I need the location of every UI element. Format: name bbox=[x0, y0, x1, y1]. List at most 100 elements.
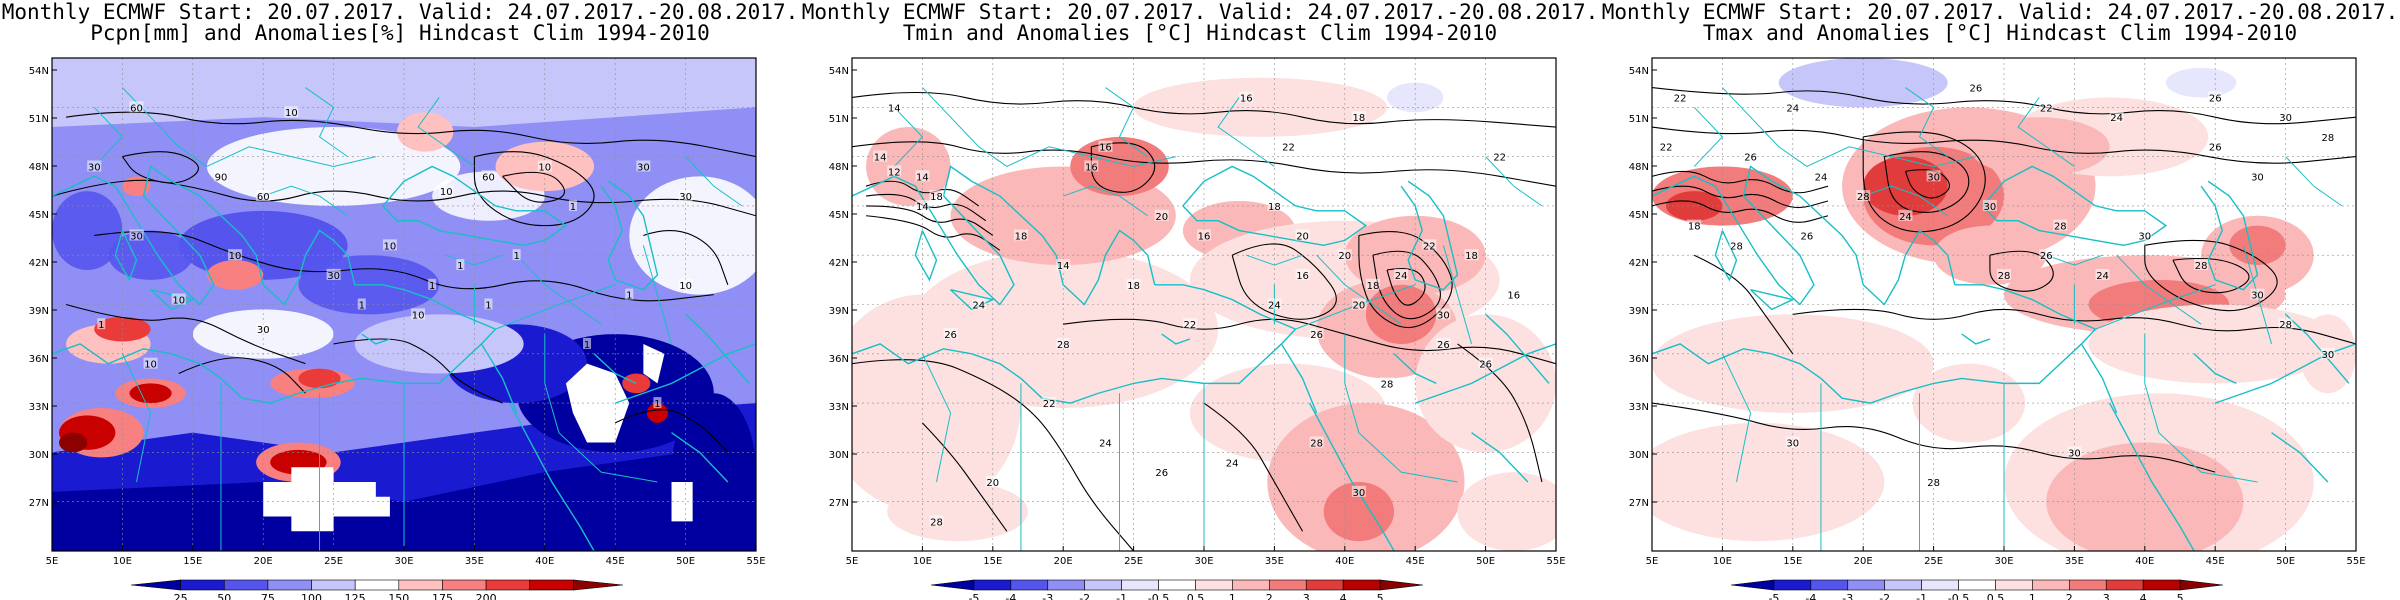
contour-label: 18 bbox=[930, 192, 943, 203]
colorbar-swatch bbox=[973, 579, 1012, 591]
contour-label: 22 bbox=[1423, 241, 1436, 252]
lon-tick-label: 10E bbox=[913, 556, 932, 567]
contour-label: 1 bbox=[626, 291, 632, 302]
contour-lines bbox=[1652, 87, 2356, 473]
map-gridlines bbox=[52, 58, 756, 551]
lon-tick-label: 20E bbox=[254, 556, 273, 567]
contour-label: 30 bbox=[1353, 488, 1366, 499]
contour-label: 28 bbox=[1310, 439, 1323, 450]
contour-label: 20 bbox=[1338, 251, 1351, 262]
contour-label: 1 bbox=[570, 202, 576, 213]
precipitation-map: 60 10 30 90 60 30 10 30 10 1 10 30 60 10 1 10 1 1 30 10 1 10 1… bbox=[29, 57, 766, 600]
lon-tick-label: 35E bbox=[465, 556, 484, 567]
panel-tmax: Monthly ECMWF Start: 20.07.2017. Valid: … bbox=[1600, 0, 2400, 600]
colorbar-swatch bbox=[2142, 579, 2181, 591]
contour-label: 24 bbox=[2096, 271, 2109, 282]
lat-tick-label: 36N bbox=[1629, 354, 1649, 365]
tmin-map: 1416181412161418162214182018162214182416… bbox=[829, 57, 1566, 600]
colorbar-label: 0.5 bbox=[1187, 592, 1205, 600]
colorbar-label: -0.5 bbox=[1148, 592, 1169, 600]
colorbar-swatch bbox=[267, 579, 312, 591]
colorbar-label: -3 bbox=[1042, 592, 1053, 600]
contour-label: 60 bbox=[257, 192, 270, 203]
contour-label: 18 bbox=[1367, 281, 1380, 292]
colorbar-swatch bbox=[573, 579, 624, 591]
contour-label: 12 bbox=[888, 167, 901, 178]
lat-tick-label: 39N bbox=[829, 306, 849, 317]
colorbar-swatch bbox=[442, 579, 487, 591]
panel-title-line2: Tmin and Anomalies [°C] Hindcast Clim 19… bbox=[902, 21, 1498, 45]
contour-label: 30 bbox=[130, 231, 143, 242]
contour-label: 10 bbox=[144, 360, 157, 371]
contour-label: 28 bbox=[1857, 192, 1870, 203]
colorbar-swatch bbox=[1995, 579, 2033, 591]
contour-label: 24 bbox=[972, 301, 985, 312]
colorbar-label: -5 bbox=[968, 592, 979, 600]
contour-label: 10 bbox=[285, 108, 298, 119]
contour-label: 10 bbox=[538, 162, 551, 173]
contour-label: 18 bbox=[1127, 281, 1140, 292]
contour-label: 28 bbox=[1927, 478, 1940, 489]
contour-label: 30 bbox=[2138, 231, 2151, 242]
contour-label: 30 bbox=[1927, 172, 1940, 183]
lon-tick-label: 40E bbox=[2135, 556, 2154, 567]
contour-label: 26 bbox=[2209, 93, 2222, 104]
colorbar-label: -0.5 bbox=[1948, 592, 1969, 600]
lon-tick-label: 15E bbox=[1783, 556, 1802, 567]
colorbar: 25 50 75 100 125 150 175 200 bbox=[130, 579, 624, 600]
colorbar-label: 4 bbox=[1340, 592, 1347, 600]
contour-label: 28 bbox=[930, 517, 943, 528]
contour-label: 10 bbox=[679, 281, 692, 292]
map-field bbox=[852, 58, 1556, 551]
lat-tick-label: 48N bbox=[1629, 162, 1649, 173]
lon-tick-label: 10E bbox=[1713, 556, 1732, 567]
contour-label: 10 bbox=[384, 241, 397, 252]
contour-label: 16 bbox=[1240, 93, 1253, 104]
contour-label: 28 bbox=[2279, 320, 2292, 331]
lat-tick-label: 39N bbox=[29, 306, 49, 317]
colorbar-label: 100 bbox=[301, 592, 322, 600]
colorbar-label: -4 bbox=[1805, 592, 1816, 600]
lat-tick-label: 39N bbox=[1629, 306, 1649, 317]
lon-tick-label: 30E bbox=[1194, 556, 1213, 567]
colorbar-swatch bbox=[930, 579, 975, 591]
colorbar-label: 75 bbox=[261, 592, 275, 600]
contour-label: 14 bbox=[916, 202, 929, 213]
lat-tick-label: 42N bbox=[1629, 258, 1649, 269]
lat-tick-label: 33N bbox=[29, 402, 49, 413]
lat-tick-label: 48N bbox=[829, 162, 849, 173]
lat-tick-label: 27N bbox=[1629, 498, 1649, 509]
contour-label: 14 bbox=[888, 103, 901, 114]
contour-label: 24 bbox=[1786, 103, 1799, 114]
lon-tick-label: 40E bbox=[535, 556, 554, 567]
lat-tick-label: 45N bbox=[829, 210, 849, 221]
contour-label: 26 bbox=[1744, 153, 1757, 164]
contour-label: 18 bbox=[1353, 113, 1366, 124]
contour-label: 30 bbox=[1437, 310, 1450, 321]
contour-label: 16 bbox=[1085, 162, 1098, 173]
colorbar-swatch bbox=[1084, 579, 1122, 591]
colorbar-label: -5 bbox=[1768, 592, 1779, 600]
contour-label: 26 bbox=[1155, 468, 1168, 479]
lon-tick-label: 45E bbox=[1406, 556, 1425, 567]
contour-label: 24 bbox=[1226, 458, 1239, 469]
lat-tick-label: 42N bbox=[829, 258, 849, 269]
colorbar-label: 175 bbox=[432, 592, 453, 600]
contour-label: 24 bbox=[1899, 212, 1912, 223]
contour-label: 30 bbox=[327, 271, 340, 282]
colorbar-swatch bbox=[1195, 579, 1233, 591]
contour-label: 1 bbox=[485, 301, 491, 312]
contour-label: 28 bbox=[1381, 379, 1394, 390]
contour-label: 30 bbox=[679, 192, 692, 203]
contour-label: 16 bbox=[1198, 231, 1211, 242]
lon-tick-label: 10E bbox=[113, 556, 132, 567]
colorbar-label: 1 bbox=[1229, 592, 1236, 600]
colorbar-label: 2 bbox=[1266, 592, 1273, 600]
lon-tick-label: 55E bbox=[746, 556, 765, 567]
contour-label: 1 bbox=[457, 261, 463, 272]
lat-tick-label: 51N bbox=[29, 114, 49, 125]
lat-tick-label: 33N bbox=[1629, 402, 1649, 413]
lat-tick-label: 54N bbox=[829, 66, 849, 77]
contour-label: 14 bbox=[916, 172, 929, 183]
lon-tick-label: 55E bbox=[2346, 556, 2365, 567]
